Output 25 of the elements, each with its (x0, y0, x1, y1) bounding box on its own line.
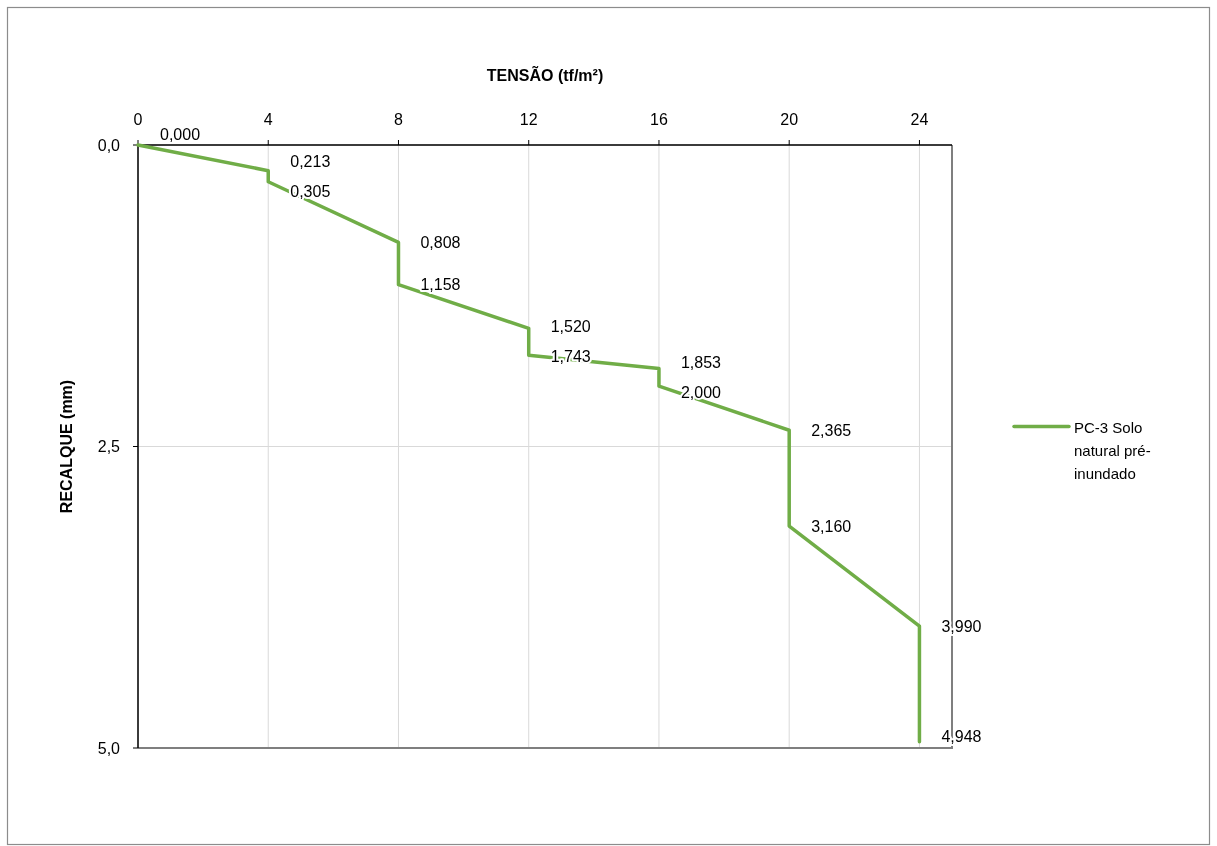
x-tick-label: 8 (394, 110, 404, 128)
data-label: 1,853 (680, 353, 722, 371)
data-label: 4,948 (941, 727, 982, 745)
data-label: 2,000 (680, 383, 722, 401)
y-tick-label: 5,0 (97, 739, 121, 757)
data-label: 0,000 (160, 125, 201, 143)
x-tick-label: 12 (519, 110, 538, 128)
data-label: 0,305 (290, 182, 331, 200)
x-tick-label: 20 (780, 110, 799, 128)
x-tick-label: 24 (910, 110, 929, 128)
y-tick-label: 2,5 (97, 438, 121, 455)
data-label: 2,365 (811, 421, 852, 439)
x-tick-label: 16 (650, 110, 668, 128)
x-tick-label: 0 (133, 110, 143, 128)
x-tick-label: 4 (263, 110, 273, 128)
x-axis-title: TENSÃO (tf/m²) (486, 64, 604, 84)
data-label: 1,158 (420, 276, 461, 294)
data-label: 1,520 (550, 318, 591, 336)
data-label: 3,160 (811, 517, 852, 535)
y-axis-title: RECALQUE (mm) (57, 379, 75, 514)
data-label: 0,808 (420, 233, 461, 251)
data-label: 0,213 (290, 152, 331, 170)
legend-label: PC-3 Solo natural pré-inundado (1074, 418, 1151, 481)
data-label: 3,990 (941, 617, 982, 635)
y-tick-label: 0,0 (97, 136, 121, 154)
